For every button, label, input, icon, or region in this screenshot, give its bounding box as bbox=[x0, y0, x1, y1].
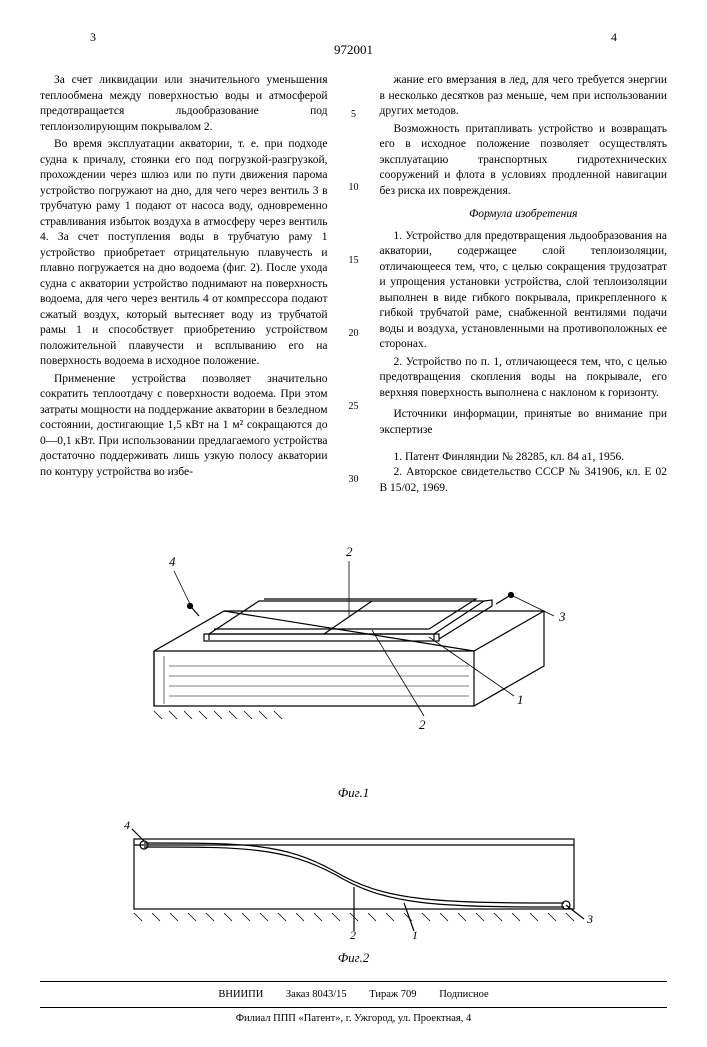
references-title: Источники информации, принятые во вниман… bbox=[380, 407, 668, 438]
line-num: 5 bbox=[346, 108, 362, 122]
document-number: 972001 bbox=[40, 42, 667, 58]
para-r1: жание его вмерзания в лед, для чего треб… bbox=[380, 73, 668, 120]
footer-org: ВНИИПИ bbox=[218, 989, 263, 1000]
line-number-gutter: 5 10 15 20 25 30 bbox=[346, 73, 362, 496]
footer-divider bbox=[40, 981, 667, 982]
para-l2: Во время эксплуатации акватории, т. е. п… bbox=[40, 137, 328, 370]
footer-row-2: Филиал ППП «Патент», г. Ужгород, ул. Про… bbox=[40, 1012, 667, 1027]
formula-title: Формула изобретения bbox=[380, 207, 668, 223]
col-num-right: 4 bbox=[611, 30, 617, 45]
footer-order: Заказ 8043/15 bbox=[286, 989, 347, 1000]
fig1-label-2b: 2 bbox=[419, 717, 426, 732]
figure-2-caption: Фиг.2 bbox=[40, 950, 667, 966]
line-num: 25 bbox=[346, 400, 362, 414]
figure-2-svg: 4 2 1 3 bbox=[104, 821, 604, 941]
line-num: 20 bbox=[346, 327, 362, 341]
col-num-left: 3 bbox=[90, 30, 96, 45]
fig1-label-3: 3 bbox=[558, 609, 566, 624]
para-l1: За счет ликвидации или значительного уме… bbox=[40, 73, 328, 135]
claim-2: 2. Устройство по п. 1, отличающееся тем,… bbox=[380, 355, 668, 402]
left-column: За счет ликвидации или значительного уме… bbox=[40, 73, 328, 496]
patent-page: 3 4 972001 За счет ликвидации или значит… bbox=[0, 0, 707, 1047]
figure-2: 4 2 1 3 Фиг.2 bbox=[40, 821, 667, 966]
claim-1: 1. Устройство для предотвращения льдообр… bbox=[380, 229, 668, 353]
para-r2: Возможность притапливать устройство и во… bbox=[380, 122, 668, 200]
reference-2: 2. Авторское свидетельство СССР № 341906… bbox=[380, 465, 668, 496]
footer: ВНИИПИ Заказ 8043/15 Тираж 709 Подписное… bbox=[40, 988, 667, 1026]
fig1-label-2: 2 bbox=[346, 544, 353, 559]
figure-1: 4 2 3 1 2 Фиг.1 bbox=[40, 516, 667, 801]
right-column: жание его вмерзания в лед, для чего треб… bbox=[380, 73, 668, 496]
line-num: 10 bbox=[346, 181, 362, 195]
fig2-label-2: 2 bbox=[350, 928, 356, 941]
fig2-label-3: 3 bbox=[586, 912, 593, 926]
footer-tirazh: Тираж 709 bbox=[369, 989, 416, 1000]
footer-sign: Подписное bbox=[439, 989, 488, 1000]
figure-1-caption: Фиг.1 bbox=[40, 785, 667, 801]
fig2-label-4: 4 bbox=[124, 821, 130, 832]
figure-1-svg: 4 2 3 1 2 bbox=[114, 516, 594, 776]
footer-row-1: ВНИИПИ Заказ 8043/15 Тираж 709 Подписное bbox=[40, 988, 667, 1003]
line-num: 30 bbox=[346, 473, 362, 487]
fig1-label-1: 1 bbox=[517, 692, 524, 707]
text-columns: За счет ликвидации или значительного уме… bbox=[40, 73, 667, 496]
reference-1: 1. Патент Финляндии № 28285, кл. 84 a1, … bbox=[380, 450, 668, 466]
fig1-label-4: 4 bbox=[169, 554, 176, 569]
line-num: 15 bbox=[346, 254, 362, 268]
para-l3: Применение устройства позволяет значител… bbox=[40, 372, 328, 481]
fig2-label-1: 1 bbox=[412, 928, 418, 941]
